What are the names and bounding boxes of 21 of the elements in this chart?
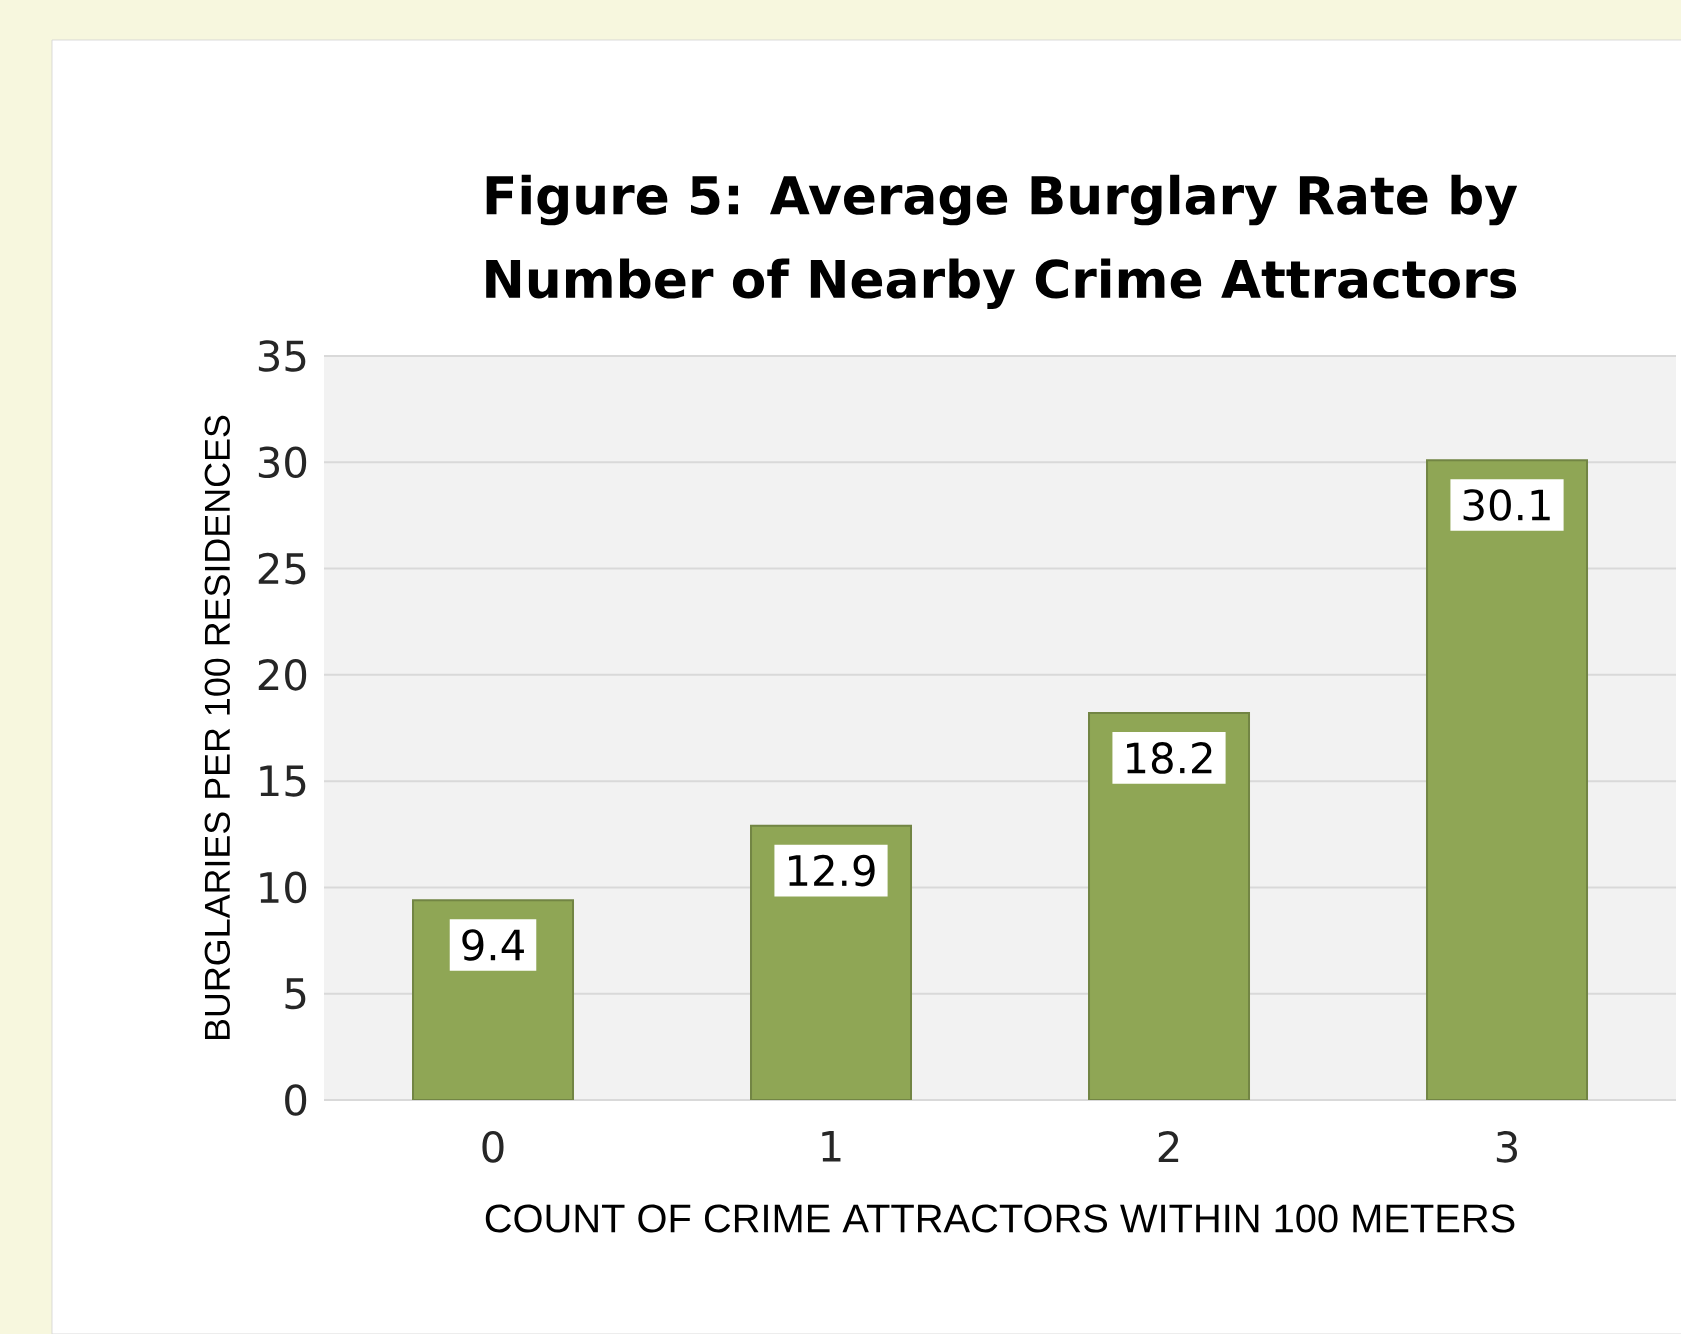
bar: [1426, 459, 1589, 1100]
y-tick-label: 10: [260, 871, 307, 904]
chart-title: Figure 5: Average Burglary Rate by Number of Nearby Crime Attractors: [486, 174, 1518, 310]
y-tick-label: 5: [285, 978, 306, 1010]
x-tick-label: 0: [482, 1131, 504, 1163]
x-tick-label: 2: [1158, 1131, 1179, 1163]
y-tick-label: 30: [258, 446, 307, 479]
x-tick-label: 3: [1496, 1131, 1517, 1163]
y-axis-title: BURGLARIES PER 100 RESIDENCES: [204, 415, 231, 1039]
y-tick-label: 20: [258, 659, 307, 691]
x-tick-label: 1: [822, 1131, 841, 1162]
y-tick-label: 25: [258, 552, 306, 585]
bar: [1088, 712, 1251, 1100]
y-tick-label: 0: [285, 1084, 307, 1116]
x-axis-title: COUNT OF CRIME ATTRACTORS WITHIN 100 METERS: [485, 1204, 1515, 1233]
data-label: 18.2: [1127, 742, 1212, 774]
data-label: 12.9: [789, 854, 875, 887]
y-tick-label: 15: [260, 765, 306, 797]
y-tick-label: 35: [258, 340, 306, 372]
data-label: 30.1: [1463, 489, 1550, 521]
data-label: 9.4: [462, 929, 524, 961]
